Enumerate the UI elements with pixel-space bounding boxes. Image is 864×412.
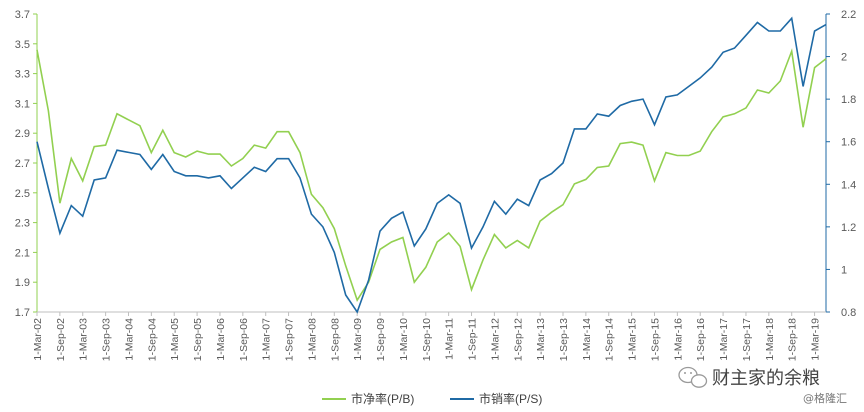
watermark-handle: @格隆汇	[803, 391, 847, 405]
x-tick-label: 1-Mar-15	[627, 318, 639, 361]
left-tick-label: 2.9	[15, 128, 30, 140]
x-tick-label: 1-Mar-17	[718, 318, 730, 361]
x-tick-label: 1-Sep-17	[741, 318, 753, 361]
left-tick-label: 2.3	[15, 218, 30, 230]
x-tick-label: 1-Sep-12	[512, 318, 524, 361]
left-tick-label: 3.5	[15, 39, 30, 51]
x-tick-label: 1-Mar-08	[306, 318, 318, 361]
left-tick-label: 1.9	[15, 277, 30, 289]
x-tick-label: 1-Mar-03	[78, 318, 90, 361]
legend-label-pb: 市净率(P/B)	[351, 391, 414, 406]
x-tick-label: 1-Sep-10	[421, 318, 433, 361]
x-tick-label: 1-Sep-18	[787, 318, 799, 361]
right-axis-ticks: 0.8 1 1.2 1.4 1.6 1.8 2 2.2	[826, 9, 856, 319]
right-tick-label: 1.2	[841, 222, 856, 234]
left-tick-label: 3.1	[15, 98, 30, 110]
x-axis-ticks: 1-Mar-02 1-Sep-02 1-Mar-03 1-Sep-03 1-Mar-04…	[32, 312, 822, 361]
x-tick-label: 1-Mar-04	[123, 318, 135, 361]
legend-label-ps: 市销率(P/S)	[479, 391, 542, 406]
right-tick-label: 1.6	[841, 137, 856, 149]
x-tick-label: 1-Mar-05	[169, 318, 181, 361]
right-tick-label: 0.8	[841, 307, 856, 319]
left-tick-label: 2.7	[15, 158, 30, 170]
wechat-icon	[678, 366, 708, 388]
x-tick-label: 1-Mar-18	[764, 318, 776, 361]
series-line-pb	[36, 48, 827, 302]
x-tick-label: 1-Sep-14	[604, 318, 616, 361]
x-tick-label: 1-Sep-05	[192, 318, 204, 361]
x-tick-label: 1-Sep-09	[375, 318, 387, 361]
x-tick-label: 1-Sep-04	[146, 318, 158, 361]
x-tick-label: 1-Mar-19	[810, 318, 822, 361]
x-tick-label: 1-Sep-13	[558, 318, 570, 361]
legend: 市净率(P/B) 市销率(P/S)	[322, 391, 542, 406]
left-tick-label: 2.1	[15, 247, 30, 259]
x-tick-label: 1-Sep-06	[238, 318, 250, 361]
left-axis-ticks: 1.7 1.9 2.1 2.3 2.5 2.7 2.9 3.1 3.3 3.5 3.7	[15, 9, 37, 319]
right-tick-label: 2	[841, 52, 847, 64]
x-tick-label: 1-Sep-11	[467, 318, 479, 361]
x-tick-label: 1-Mar-02	[32, 318, 44, 361]
x-tick-label: 1-Sep-16	[695, 318, 707, 361]
left-tick-label: 3.7	[15, 9, 30, 21]
right-tick-label: 2.2	[841, 9, 856, 21]
x-tick-label: 1-Mar-06	[215, 318, 227, 361]
x-tick-label: 1-Mar-07	[261, 318, 273, 361]
x-tick-label: 1-Mar-09	[352, 318, 364, 361]
x-tick-label: 1-Sep-02	[55, 318, 67, 361]
watermark: 财主家的余粮 @格隆汇	[678, 366, 847, 405]
series-line-ps	[36, 16, 827, 314]
x-tick-label: 1-Mar-11	[444, 318, 456, 360]
x-tick-label: 1-Mar-10	[398, 318, 410, 361]
x-tick-label: 1-Sep-03	[101, 318, 113, 361]
x-tick-label: 1-Sep-15	[649, 318, 661, 361]
right-tick-label: 1.8	[841, 94, 856, 106]
right-tick-label: 1	[841, 264, 847, 276]
x-tick-label: 1-Mar-14	[581, 318, 593, 361]
right-tick-label: 1.4	[841, 179, 856, 191]
x-tick-label: 1-Mar-12	[489, 318, 501, 361]
left-tick-label: 3.3	[15, 69, 30, 81]
left-tick-label: 1.7	[15, 307, 30, 319]
x-tick-label: 1-Mar-16	[672, 318, 684, 361]
left-tick-label: 2.5	[15, 188, 30, 200]
watermark-name: 财主家的余粮	[712, 368, 820, 389]
x-tick-label: 1-Sep-08	[329, 318, 341, 361]
x-tick-label: 1-Mar-13	[535, 318, 547, 361]
x-tick-label: 1-Sep-07	[284, 318, 296, 361]
